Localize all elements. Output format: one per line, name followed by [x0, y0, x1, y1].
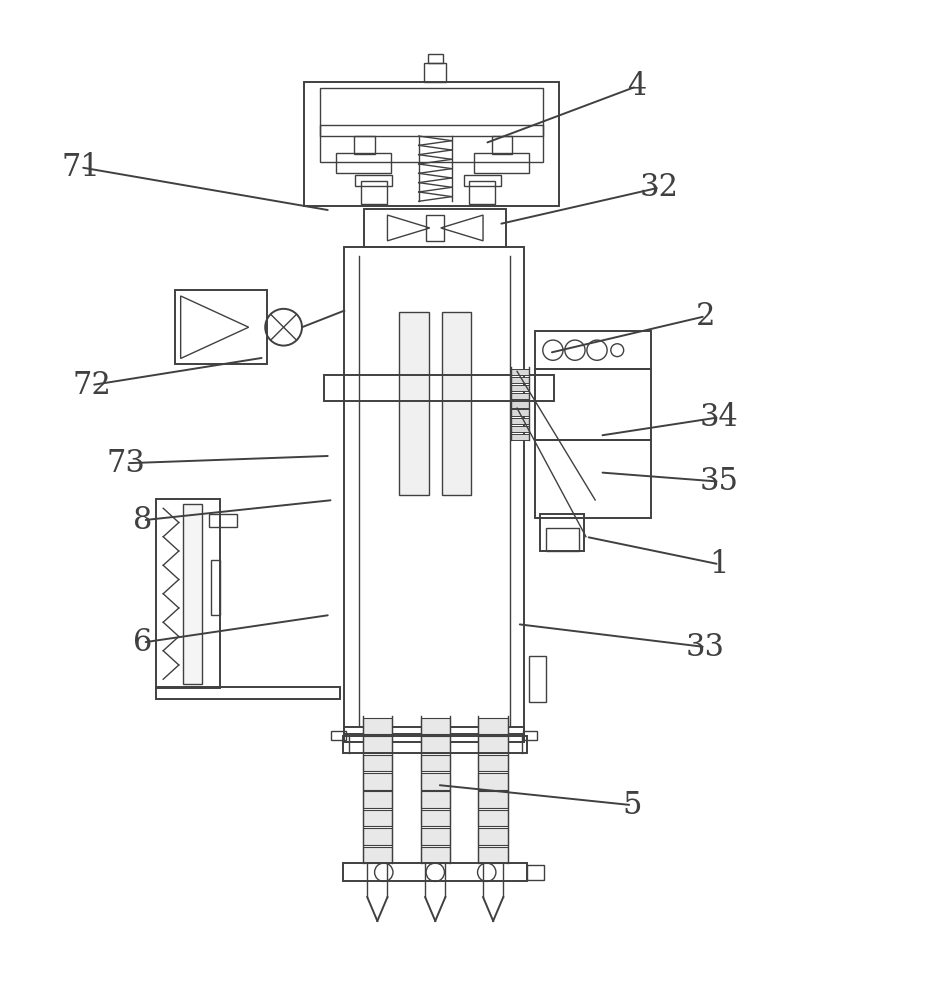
Bar [510, 393, 529, 399]
Bar [304, 82, 559, 206]
Bar [536, 331, 651, 369]
Text: 32: 32 [640, 172, 679, 203]
Bar [363, 736, 392, 753]
Bar [331, 731, 346, 740]
Bar [421, 791, 450, 808]
Bar [209, 514, 237, 527]
Bar [399, 312, 429, 495]
Bar [510, 434, 529, 440]
Text: 34: 34 [700, 402, 739, 433]
Bar [361, 181, 386, 204]
Bar [184, 504, 202, 684]
Bar [479, 828, 508, 845]
Text: 73: 73 [107, 448, 146, 479]
Bar [493, 136, 512, 154]
Bar [479, 718, 508, 734]
Text: 2: 2 [696, 301, 716, 332]
Bar [421, 847, 450, 863]
Bar [479, 736, 508, 753]
Text: 6: 6 [133, 627, 153, 658]
Bar [344, 727, 524, 742]
Bar [175, 290, 267, 364]
Bar [421, 755, 450, 771]
Bar [320, 125, 543, 136]
Bar [510, 385, 529, 391]
Bar [426, 215, 444, 241]
Text: 35: 35 [700, 466, 739, 497]
Bar [479, 810, 508, 826]
Bar [479, 791, 508, 808]
Bar [510, 369, 529, 375]
Bar [421, 828, 450, 845]
Text: 8: 8 [133, 505, 153, 536]
Text: 4: 4 [627, 71, 647, 102]
Bar [344, 247, 524, 734]
Bar [474, 153, 529, 173]
Bar [510, 426, 529, 432]
Bar [363, 718, 392, 734]
Bar [536, 440, 651, 518]
Bar [363, 755, 392, 771]
Bar [320, 88, 543, 162]
Text: 33: 33 [686, 632, 725, 663]
Bar [363, 773, 392, 790]
Bar [421, 773, 450, 790]
Bar [363, 791, 392, 808]
Bar [428, 54, 442, 63]
Bar [522, 731, 537, 740]
Bar [469, 181, 495, 204]
Bar [510, 409, 529, 416]
Bar [527, 865, 544, 880]
Bar [421, 810, 450, 826]
Bar [355, 175, 392, 186]
Text: 71: 71 [61, 152, 100, 183]
Bar [363, 810, 392, 826]
Bar [211, 560, 220, 615]
Bar [441, 312, 471, 495]
Bar [421, 736, 450, 753]
Bar [421, 718, 450, 734]
Bar [324, 375, 554, 401]
Bar [510, 377, 529, 383]
Text: 1: 1 [709, 549, 729, 580]
Bar [336, 153, 391, 173]
Bar [363, 847, 392, 863]
Bar [479, 847, 508, 863]
Bar [364, 209, 507, 247]
Bar [425, 63, 446, 82]
Bar [479, 755, 508, 771]
Bar [156, 687, 340, 699]
Bar [343, 736, 527, 753]
Bar [540, 514, 584, 551]
Bar [510, 418, 529, 424]
Bar [529, 656, 546, 702]
Bar [510, 401, 529, 408]
Bar [464, 175, 500, 186]
Bar [156, 499, 220, 688]
Text: 5: 5 [622, 790, 642, 821]
Bar [546, 528, 578, 551]
Bar [536, 369, 651, 440]
Text: 72: 72 [72, 370, 111, 401]
Bar [363, 828, 392, 845]
Bar [355, 136, 374, 154]
Bar [479, 773, 508, 790]
Bar [343, 863, 527, 881]
